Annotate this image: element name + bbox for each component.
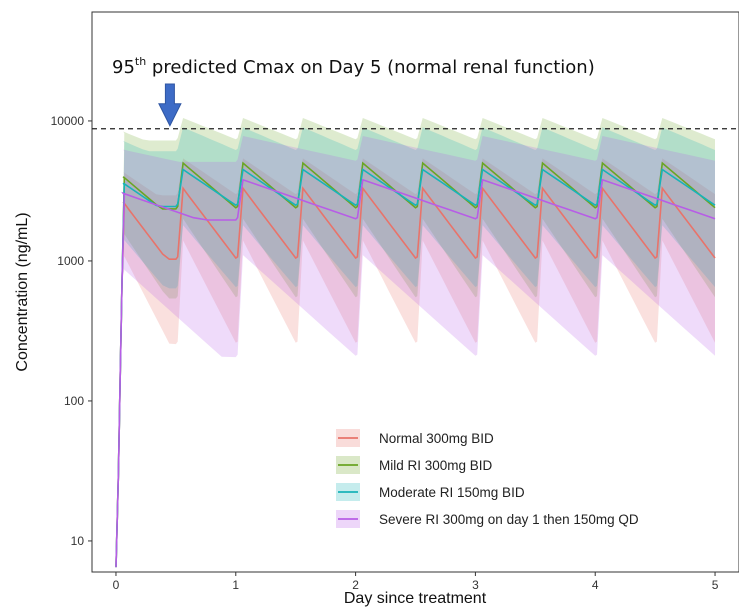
median-lines [115, 161, 716, 568]
plot-panel [91, 11, 739, 573]
down-arrow-icon [158, 83, 182, 127]
line-series-2 [115, 168, 716, 568]
annotation-prefix: 95 [112, 57, 135, 78]
band-series-3 [116, 136, 715, 568]
band-series-0 [116, 158, 715, 568]
y-tick-label: 10000 [51, 114, 85, 128]
line-series-0 [115, 186, 716, 568]
confidence-bands [116, 118, 715, 568]
y-tick-label: 10 [71, 534, 85, 548]
annotation-superscript: th [135, 55, 146, 68]
x-tick-label: 3 [472, 578, 479, 592]
y-tick-label: 100 [64, 394, 84, 408]
y-axis-title: Concentration (ng/mL) [14, 212, 31, 371]
x-tick-label: 1 [232, 578, 239, 592]
line-series-3 [115, 178, 716, 568]
y-tick-label: 1000 [57, 254, 84, 268]
legend-label: Severe RI 300mg on day 1 then 150mg QD [379, 512, 639, 527]
annotation: 95th predicted Cmax on Day 5 (normal ren… [112, 55, 595, 127]
x-axis: 0 1 2 3 4 5 [113, 572, 719, 592]
band-series-2 [116, 127, 715, 568]
plot-border [91, 11, 739, 573]
x-tick-label: 5 [712, 578, 719, 592]
y-axis: 10 100 1000 10000 [51, 114, 92, 548]
legend: Normal 300mg BID Mild RI 300mg BID Moderat… [336, 429, 639, 528]
band-series-1 [116, 118, 715, 568]
annotation-body: predicted Cmax on Day 5 (normal renal fu… [146, 57, 595, 78]
legend-label: Normal 300mg BID [379, 431, 494, 446]
x-tick-label: 4 [592, 578, 599, 592]
annotation-text: 95th predicted Cmax on Day 5 (normal ren… [112, 55, 595, 78]
x-tick-label: 0 [113, 578, 120, 592]
x-axis-title: Day since treatment [344, 590, 487, 607]
legend-label: Mild RI 300mg BID [379, 458, 493, 473]
x-tick-label: 2 [352, 578, 359, 592]
legend-label: Moderate RI 150mg BID [379, 485, 525, 500]
